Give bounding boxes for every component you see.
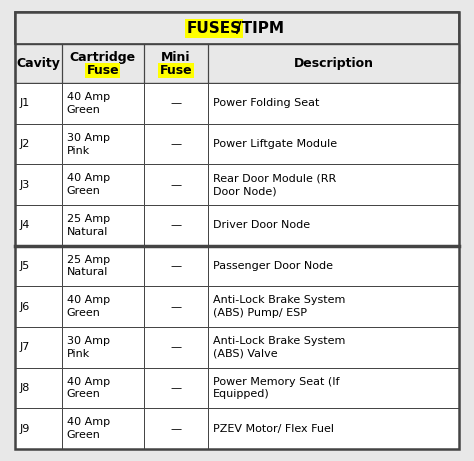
Bar <box>15 368 62 408</box>
Bar <box>208 368 459 408</box>
Text: 40 Amp
Green: 40 Amp Green <box>67 417 110 440</box>
Bar <box>15 286 62 327</box>
Text: J7: J7 <box>20 343 30 352</box>
Text: FUSES: FUSES <box>187 21 242 35</box>
Text: J3: J3 <box>20 180 30 190</box>
Text: PZEV Motor/ Flex Fuel: PZEV Motor/ Flex Fuel <box>213 424 334 434</box>
Bar <box>15 12 459 44</box>
Bar <box>144 408 208 449</box>
Text: 25 Amp
Natural: 25 Amp Natural <box>67 214 110 237</box>
Bar <box>144 327 208 368</box>
Text: —: — <box>170 301 182 312</box>
Bar <box>62 165 144 205</box>
Text: Power Folding Seat: Power Folding Seat <box>213 99 319 108</box>
Text: 30 Amp
Pink: 30 Amp Pink <box>67 336 109 359</box>
Text: —: — <box>170 343 182 352</box>
Text: FUSES: FUSES <box>0 460 1 461</box>
Text: Rear Door Module (RR
Door Node): Rear Door Module (RR Door Node) <box>213 173 337 196</box>
Bar <box>15 327 62 368</box>
Text: Mini: Mini <box>161 51 191 64</box>
Text: 30 Amp
Pink: 30 Amp Pink <box>67 133 109 155</box>
Bar <box>144 165 208 205</box>
Bar <box>62 327 144 368</box>
Text: —: — <box>170 99 182 108</box>
Bar <box>208 327 459 368</box>
Text: Description: Description <box>293 57 374 70</box>
Bar <box>208 246 459 286</box>
Bar <box>208 83 459 124</box>
Text: Passenger Door Node: Passenger Door Node <box>213 261 333 271</box>
Text: J1: J1 <box>20 99 30 108</box>
Text: J5: J5 <box>20 261 30 271</box>
Text: Cartridge: Cartridge <box>70 51 136 64</box>
Bar <box>208 286 459 327</box>
Bar <box>15 205 62 246</box>
Text: —: — <box>170 424 182 434</box>
Text: 40 Amp
Green: 40 Amp Green <box>67 296 110 318</box>
Bar <box>62 205 144 246</box>
Text: 40 Amp
Green: 40 Amp Green <box>67 92 110 115</box>
Bar <box>15 165 62 205</box>
Bar <box>144 286 208 327</box>
Text: Power Liftgate Module: Power Liftgate Module <box>213 139 337 149</box>
Bar <box>15 124 62 165</box>
Bar <box>144 205 208 246</box>
Bar <box>15 44 459 83</box>
Bar <box>208 165 459 205</box>
Text: Cavity: Cavity <box>17 57 60 70</box>
Bar <box>62 286 144 327</box>
Bar <box>208 205 459 246</box>
Text: —: — <box>170 383 182 393</box>
Text: J2: J2 <box>20 139 30 149</box>
Text: Driver Door Node: Driver Door Node <box>213 220 310 230</box>
Text: —: — <box>170 261 182 271</box>
Text: —: — <box>170 220 182 230</box>
Text: Fuse: Fuse <box>86 64 119 77</box>
Bar <box>144 368 208 408</box>
Bar <box>15 246 62 286</box>
Text: Fuse: Fuse <box>160 64 192 77</box>
Text: —: — <box>170 180 182 190</box>
Bar <box>208 408 459 449</box>
Text: Anti-Lock Brake System
(ABS) Pump/ ESP: Anti-Lock Brake System (ABS) Pump/ ESP <box>213 296 346 318</box>
Text: —: — <box>170 139 182 149</box>
Bar <box>15 83 62 124</box>
Bar <box>144 124 208 165</box>
Bar <box>62 124 144 165</box>
Bar <box>62 246 144 286</box>
Bar <box>62 408 144 449</box>
Text: J6: J6 <box>20 301 30 312</box>
Bar <box>62 368 144 408</box>
Text: J4: J4 <box>20 220 30 230</box>
Bar <box>208 124 459 165</box>
Text: J8: J8 <box>20 383 30 393</box>
Bar <box>62 83 144 124</box>
Text: J9: J9 <box>20 424 30 434</box>
Bar <box>144 83 208 124</box>
Text: Anti-Lock Brake System
(ABS) Valve: Anti-Lock Brake System (ABS) Valve <box>213 336 346 359</box>
Text: /TIPM: /TIPM <box>236 21 284 35</box>
Bar <box>144 246 208 286</box>
Text: 25 Amp
Natural: 25 Amp Natural <box>67 254 110 278</box>
Text: 40 Amp
Green: 40 Amp Green <box>67 173 110 196</box>
Bar <box>15 408 62 449</box>
Text: 40 Amp
Green: 40 Amp Green <box>67 377 110 399</box>
Text: Power Memory Seat (If
Equipped): Power Memory Seat (If Equipped) <box>213 377 340 399</box>
